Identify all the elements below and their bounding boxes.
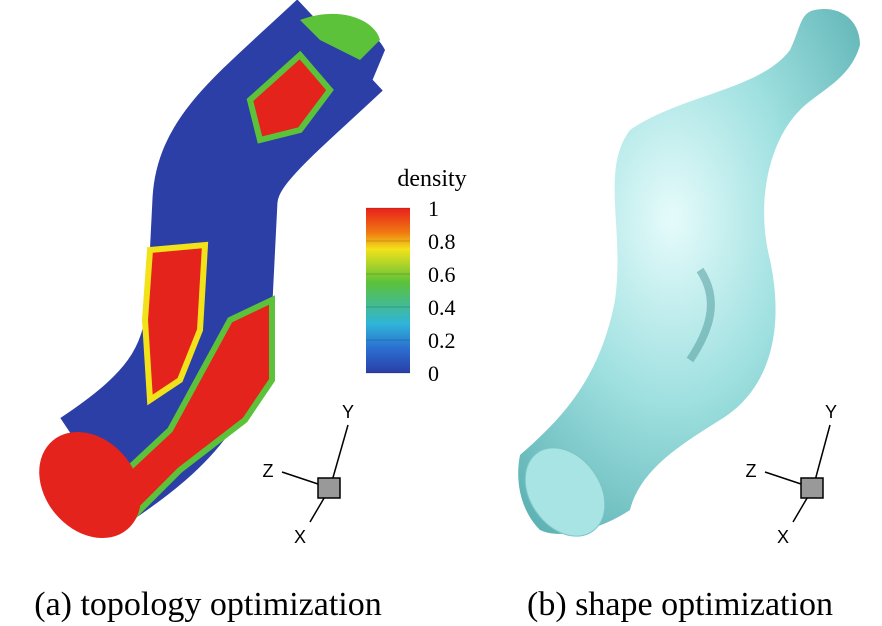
triad-label: X [777, 527, 789, 547]
caption: (b) shape optimization [527, 586, 833, 623]
density-patch [246, 50, 334, 144]
shape-render [518, 9, 860, 537]
colorbar-title: density [397, 166, 466, 192]
colorbar-tick-label: 0.6 [428, 262, 456, 287]
colorbar-tick-label: 0.4 [428, 295, 456, 320]
triad-label: Z [746, 461, 757, 481]
topology-render [39, 0, 385, 539]
colorbar-ticks: 0 0.2 0.4 0.6 0.8 1 [366, 196, 456, 386]
triad-label: X [294, 527, 306, 547]
density-patch [300, 13, 380, 60]
triad-label: Y [825, 402, 837, 422]
shape-inlet [524, 447, 606, 537]
shading [686, 267, 715, 363]
colorbar-tick-label: 0.8 [428, 229, 456, 254]
triad-label: Z [263, 461, 274, 481]
triad-b [764, 424, 831, 523]
density-patch [89, 295, 275, 524]
triad-cube [317, 477, 341, 499]
triad-cube [800, 477, 824, 499]
optimized-shape [518, 9, 860, 534]
triad-label: Y [342, 402, 354, 422]
colorbar-tick-label: 1 [428, 196, 439, 221]
colorbar-tick-label: 0 [428, 361, 439, 386]
density-patch [141, 241, 209, 406]
pipe-inlet [39, 431, 141, 539]
colorbar-tick-label: 0.2 [428, 328, 456, 353]
colorbar [366, 208, 410, 373]
triad-a [281, 424, 349, 523]
caption: (a) topology optimization [34, 586, 382, 623]
